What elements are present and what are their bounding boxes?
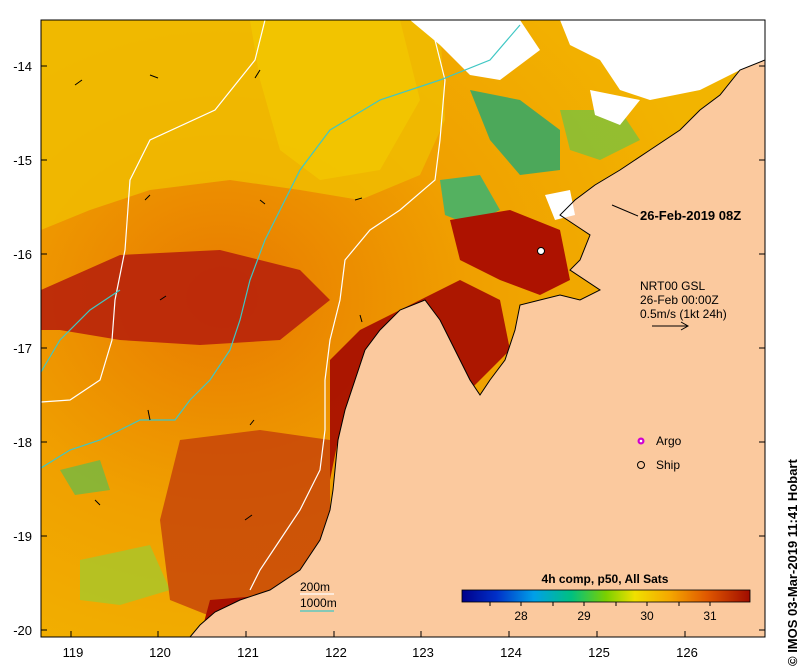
- colorbar-tick-label: 31: [703, 609, 717, 623]
- ship-legend-label: Ship: [656, 458, 680, 472]
- credit-label: © IMOS 03-Mar-2019 11:41 Hobart: [785, 459, 800, 666]
- y-tick-label: -16: [13, 247, 32, 262]
- colorbar: [461, 589, 751, 603]
- y-tick-label: -18: [13, 435, 32, 450]
- argo-legend-label: Argo: [656, 434, 682, 448]
- contour-1000m-label: 1000m: [300, 596, 337, 610]
- y-tick-label: -19: [13, 529, 32, 544]
- contour-200m-label: 200m: [300, 580, 330, 594]
- y-tick-label: -15: [13, 153, 32, 168]
- current-vectors: [74, 69, 363, 521]
- cloud-patch-3: [590, 90, 640, 125]
- land-mass: [190, 60, 765, 637]
- cloud-patch: [410, 20, 540, 80]
- sst-cool-patch: [470, 90, 560, 175]
- contour-200m-outer: [41, 20, 266, 403]
- cloud-patch-4: [545, 190, 575, 220]
- sst-hot-region: [160, 430, 330, 620]
- date-pointer: [611, 204, 639, 217]
- sst-hot-bay: [450, 210, 570, 295]
- contour-200m-inner: [249, 20, 446, 591]
- cloud-patch-2: [560, 20, 765, 100]
- plot-area: [41, 20, 765, 637]
- y-tick-label: -14: [13, 59, 32, 74]
- ship-marker-icon: [637, 461, 645, 469]
- sst-cool-patch-2: [440, 175, 500, 225]
- sst-hot-coastal: [330, 280, 510, 480]
- scale-arrow-icon: [652, 321, 690, 331]
- x-tick-label: 120: [149, 645, 171, 660]
- argo-marker-icon: [637, 437, 645, 445]
- colorbar-tick-label: 28: [514, 609, 528, 623]
- x-tick-label: 121: [237, 645, 259, 660]
- sst-cool-patch-5: [60, 460, 110, 495]
- x-tick-label: 122: [325, 645, 347, 660]
- x-tick-label: 125: [588, 645, 610, 660]
- colorbar-ticks: [489, 602, 711, 606]
- sst-cool-patch-4: [80, 545, 170, 605]
- current-source-label: NRT00 GSL: [640, 279, 705, 293]
- contour-1000m: [41, 24, 521, 469]
- x-tick-label: 124: [500, 645, 522, 660]
- coastline: [189, 59, 765, 637]
- x-tick-label: 126: [676, 645, 698, 660]
- contour-1000m-west: [41, 289, 121, 373]
- station-marker: [537, 247, 545, 255]
- sst-yellow-region-2: [250, 20, 420, 180]
- x-tick-label: 123: [412, 645, 434, 660]
- colorbar-title: 4h comp, p50, All Sats: [542, 572, 669, 586]
- y-tick-label: -17: [13, 341, 32, 356]
- current-time-label: 26-Feb 00:00Z: [640, 293, 719, 307]
- y-tick-label: -20: [13, 623, 32, 638]
- current-scale-label: 0.5m/s (1kt 24h): [640, 307, 727, 321]
- colorbar-tick-label: 29: [577, 609, 591, 623]
- image-date-label: 26-Feb-2019 08Z: [640, 208, 741, 223]
- map-frame: [40, 19, 766, 638]
- colorbar-tick-label: 30: [640, 609, 654, 623]
- axis-ticks: [41, 65, 765, 637]
- x-tick-label: 119: [63, 645, 84, 660]
